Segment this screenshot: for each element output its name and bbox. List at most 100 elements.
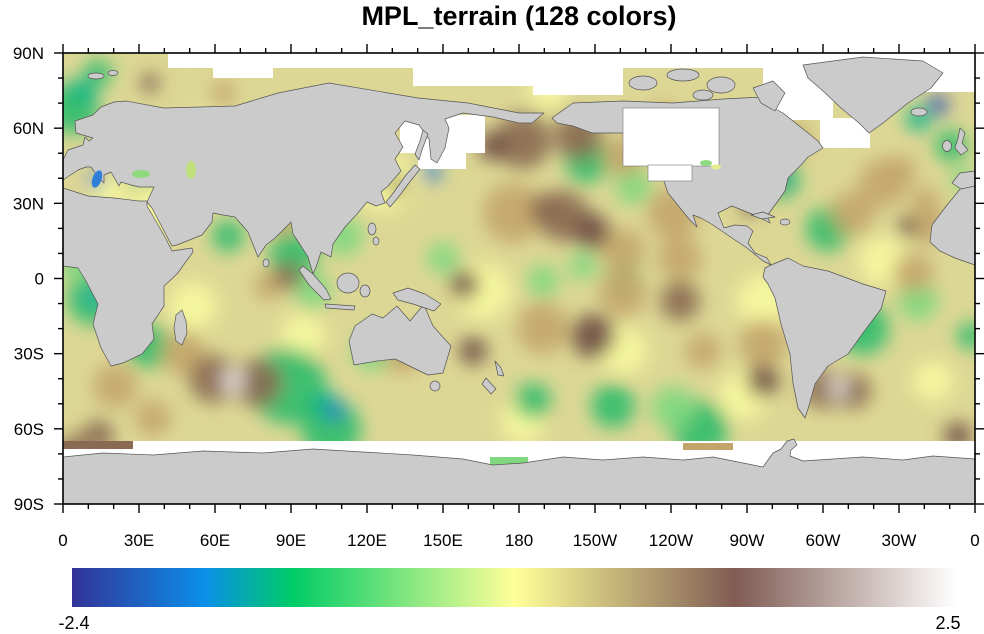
hudson-bay-south (647, 164, 693, 182)
x-tick-label: 90E (276, 531, 306, 550)
field-blob (274, 262, 302, 290)
x-tick-label: 150E (423, 531, 463, 550)
baltic-sea (91, 170, 103, 188)
field-blob (658, 236, 702, 280)
field-blob (569, 252, 597, 280)
x-tick-label: 150W (573, 531, 617, 550)
land-nz-south (481, 377, 497, 395)
x-tick-label: 90W (730, 531, 765, 550)
land-sakhalin (414, 129, 429, 161)
land-philippines (367, 222, 377, 236)
field-blob (71, 79, 95, 103)
land-australia (348, 304, 452, 376)
x-tick-label: 30E (124, 531, 154, 550)
black-sea (132, 170, 150, 178)
land-south-america (762, 257, 887, 419)
field-blob (228, 374, 240, 386)
x-tick-label: 120W (649, 531, 693, 550)
field-blob (517, 302, 569, 354)
land-iberia-edge (951, 170, 975, 190)
field-blob (515, 383, 551, 419)
land-iceland (910, 107, 928, 117)
field-blob (483, 183, 543, 243)
land-sumatra (298, 265, 332, 301)
field-blob (281, 314, 325, 358)
land-sri-lanka (262, 258, 270, 268)
map-data-field (63, 53, 975, 504)
field-blob (685, 333, 721, 369)
field-blob (212, 220, 244, 252)
y-tick-label: 30N (13, 194, 44, 213)
land-java (324, 303, 356, 311)
land-greenland (802, 56, 944, 134)
land-antarctica (63, 438, 975, 504)
field-blob (527, 265, 559, 297)
x-tick-label: 60E (200, 531, 230, 550)
land-svalbard (87, 72, 105, 80)
land-hispaniola (779, 218, 791, 226)
y-axis-labels: 90N 60N 30N 0 30S 60S 90S (13, 44, 44, 514)
colorbar-max-label: 2.5 (935, 613, 960, 633)
hudson-bay (622, 107, 720, 167)
field-blob (135, 400, 171, 436)
caspian-sea (186, 161, 196, 179)
land-borneo (336, 272, 360, 294)
field-blob (651, 386, 695, 430)
field-blob (957, 322, 975, 350)
field-blob (835, 382, 845, 392)
field-blob (928, 95, 948, 115)
field-blob (234, 359, 282, 407)
land-baffin (752, 80, 786, 112)
field-blob (913, 361, 953, 401)
field-blob (571, 314, 615, 358)
x-tick-label: 30W (882, 531, 917, 550)
field-blob (660, 281, 700, 321)
field-blob (478, 131, 508, 161)
land-new-guinea (392, 287, 442, 312)
x-tick-label: 0 (970, 531, 979, 550)
land-madagascar (173, 309, 188, 346)
x-tick-label: 60W (806, 531, 841, 550)
field-blob (451, 271, 479, 299)
field-blob (161, 331, 205, 375)
axis-ticks (54, 44, 984, 513)
land-japan (385, 164, 421, 208)
field-blob (615, 168, 651, 204)
land-sulawesi (359, 284, 371, 298)
land-africa (63, 187, 194, 367)
field-blob (495, 113, 551, 169)
field-blob (93, 364, 137, 408)
field-blob (591, 384, 635, 428)
y-tick-label: 0 (35, 270, 44, 289)
colorbar (72, 568, 957, 607)
field-blob (459, 337, 487, 365)
field-blob (739, 319, 787, 367)
land-arctic-island-2 (666, 68, 700, 82)
y-tick-label: 90N (13, 44, 44, 63)
page-title: MPL_terrain (128 colors) (361, 1, 677, 31)
colorbar-min-label: -2.4 (58, 613, 89, 633)
y-tick-label: 60N (13, 119, 44, 138)
field-blob (574, 213, 610, 249)
land-west-africa-edge (929, 184, 975, 266)
field-blob (747, 365, 779, 397)
land-nz-north (494, 360, 505, 377)
field-blob (427, 242, 459, 274)
field-blob (141, 74, 159, 92)
y-tick-label: 60S (14, 420, 44, 439)
land-arctic-island-4 (692, 89, 714, 101)
land-svalbard-2 (107, 70, 119, 76)
field-blob (831, 191, 875, 235)
land-arctic-island-3 (706, 76, 736, 94)
land-philippines-2 (372, 236, 380, 246)
x-tick-label: 120E (347, 531, 387, 550)
field-blob (601, 229, 645, 273)
field-blob (211, 81, 235, 105)
field-blob (529, 193, 561, 225)
field-blob (295, 273, 331, 309)
y-tick-label: 30S (14, 345, 44, 364)
inland-water (91, 107, 721, 188)
x-tick-label: 0 (58, 531, 67, 550)
